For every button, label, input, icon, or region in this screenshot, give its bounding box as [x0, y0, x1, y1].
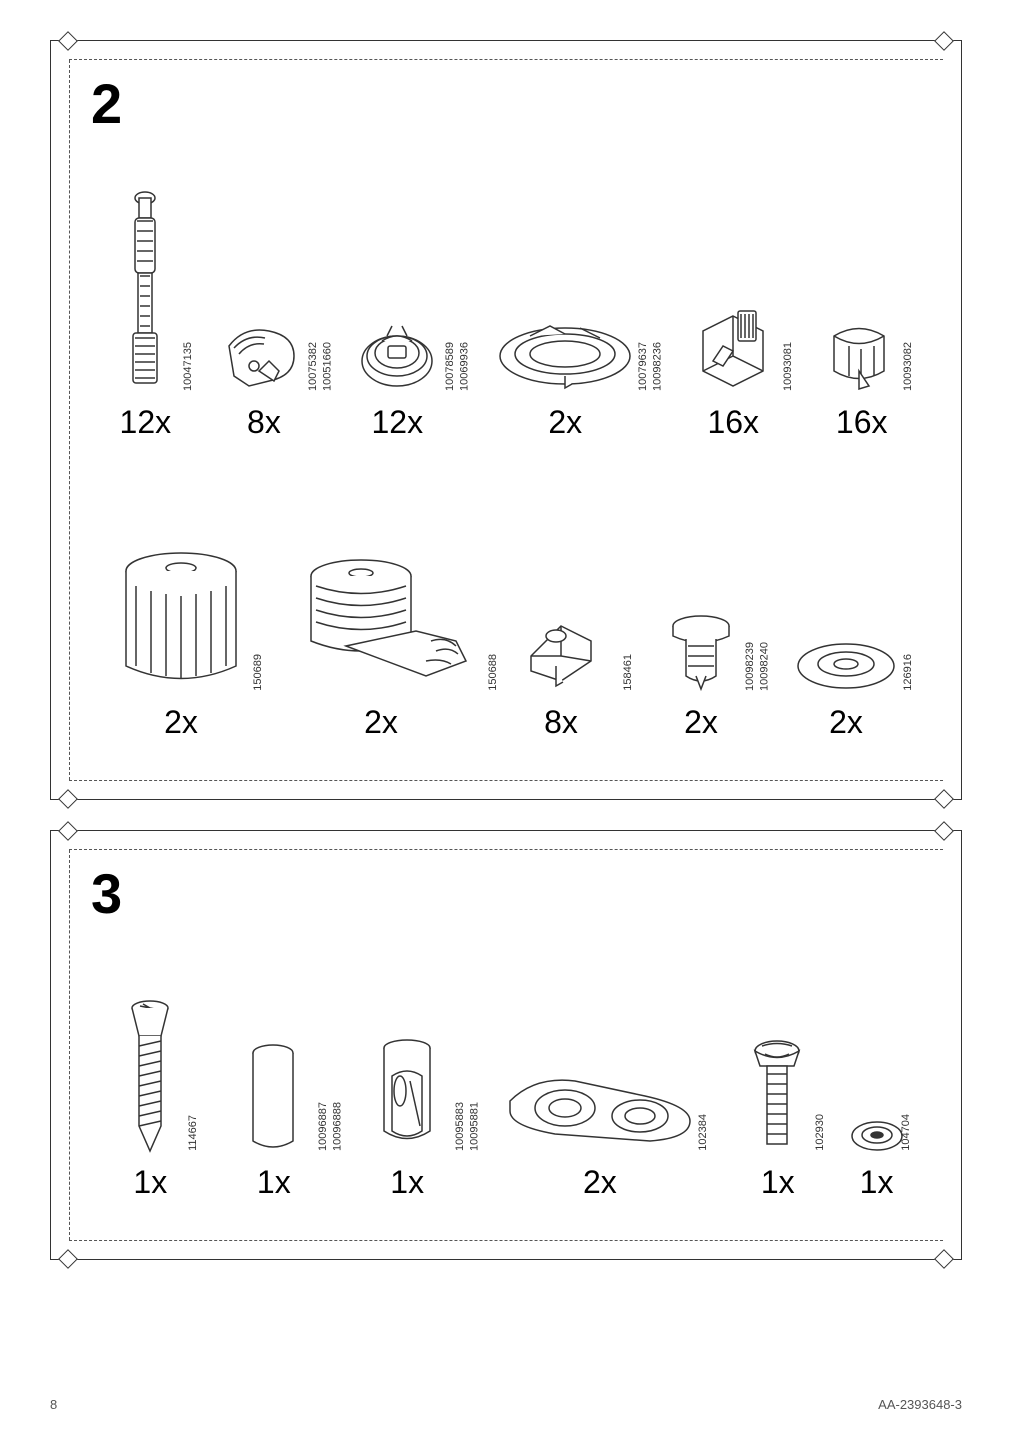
hardware-bag-panel-2: 2 10047135 12x [50, 40, 962, 800]
part-shelf-peg-a: 10093081 16x [664, 161, 802, 441]
foot-round-icon [111, 546, 251, 696]
quantity: 2x [829, 704, 863, 741]
quantity: 1x [761, 1164, 795, 1201]
quantity: 1x [860, 1164, 894, 1201]
plain-dowel-icon [246, 1041, 301, 1156]
part-hinge-plate: 102384 2x [476, 951, 723, 1201]
wood-screw-icon [125, 996, 175, 1156]
quantity: 12x [120, 404, 172, 441]
quantity: 16x [707, 404, 759, 441]
parts-row: 114667 1x 1009688710096888 1x [91, 951, 921, 1201]
quantity: 1x [390, 1164, 424, 1201]
foot-bracket-icon [286, 546, 476, 696]
quantity: 2x [164, 704, 198, 741]
part-ring-fitting: 1007963710098236 2x [466, 161, 664, 441]
part-bolt-short: 102930 1x [723, 951, 832, 1201]
quantity: 16x [836, 404, 888, 441]
shelf-peg-b-icon [819, 311, 904, 396]
quantity: 2x [548, 404, 582, 441]
step-number: 3 [91, 861, 122, 926]
quantity: 2x [364, 704, 398, 741]
cam-lock-icon [352, 316, 442, 396]
part-shelf-peg-b: 10093082 16x [802, 161, 921, 441]
quantity: 1x [133, 1164, 167, 1201]
part-foot-round: 150689 2x [91, 481, 271, 741]
hinge-dowel-icon [372, 1036, 442, 1156]
quantity: 12x [372, 404, 424, 441]
hardware-bag-panel-3: 3 114667 1x [50, 830, 962, 1260]
part-angle-bracket: 158461 8x [491, 481, 631, 741]
part-cam-lock: 1007858910069936 12x [328, 161, 466, 441]
part-hinge-dowel: 1009588310095881 1x [338, 951, 476, 1201]
hinge-plate-icon [495, 1066, 705, 1156]
part-washer: 104704 1x [832, 951, 921, 1201]
part-plain-dowel: 1009688710096888 1x [210, 951, 338, 1201]
quantity: 2x [684, 704, 718, 741]
ring-fitting-icon [490, 316, 640, 396]
shelf-peg-a-icon [683, 306, 783, 396]
washer-icon [847, 1116, 907, 1156]
quantity: 2x [583, 1164, 617, 1201]
page-footer: 8 AA-2393648-3 [50, 1397, 962, 1412]
part-wood-screw: 114667 1x [91, 951, 210, 1201]
part-push-plug: 1009823910098240 2x [631, 481, 771, 741]
quantity: 8x [247, 404, 281, 441]
page-number: 8 [50, 1397, 57, 1412]
push-plug-icon [666, 611, 736, 696]
washer-cap-icon [791, 636, 901, 696]
part-washer-cap: 126916 2x [771, 481, 921, 741]
part-cam-lock-base: 1007538210051660 8x [200, 161, 328, 441]
part-cam-bolt-long: 10047135 12x [91, 161, 200, 441]
quantity: 8x [544, 704, 578, 741]
angle-bracket-icon [511, 606, 611, 696]
cam-bolt-long-icon [125, 186, 165, 396]
quantity: 1x [257, 1164, 291, 1201]
part-foot-bracket: 150688 2x [271, 481, 491, 741]
cam-lock-base-icon [219, 316, 309, 396]
parts-row: 150689 2x 150688 2x [91, 481, 921, 741]
bolt-short-icon [750, 1036, 805, 1156]
parts-row: 10047135 12x 1007538210051660 8x [91, 161, 921, 441]
doc-ref: AA-2393648-3 [878, 1397, 962, 1412]
step-number: 2 [91, 71, 122, 136]
